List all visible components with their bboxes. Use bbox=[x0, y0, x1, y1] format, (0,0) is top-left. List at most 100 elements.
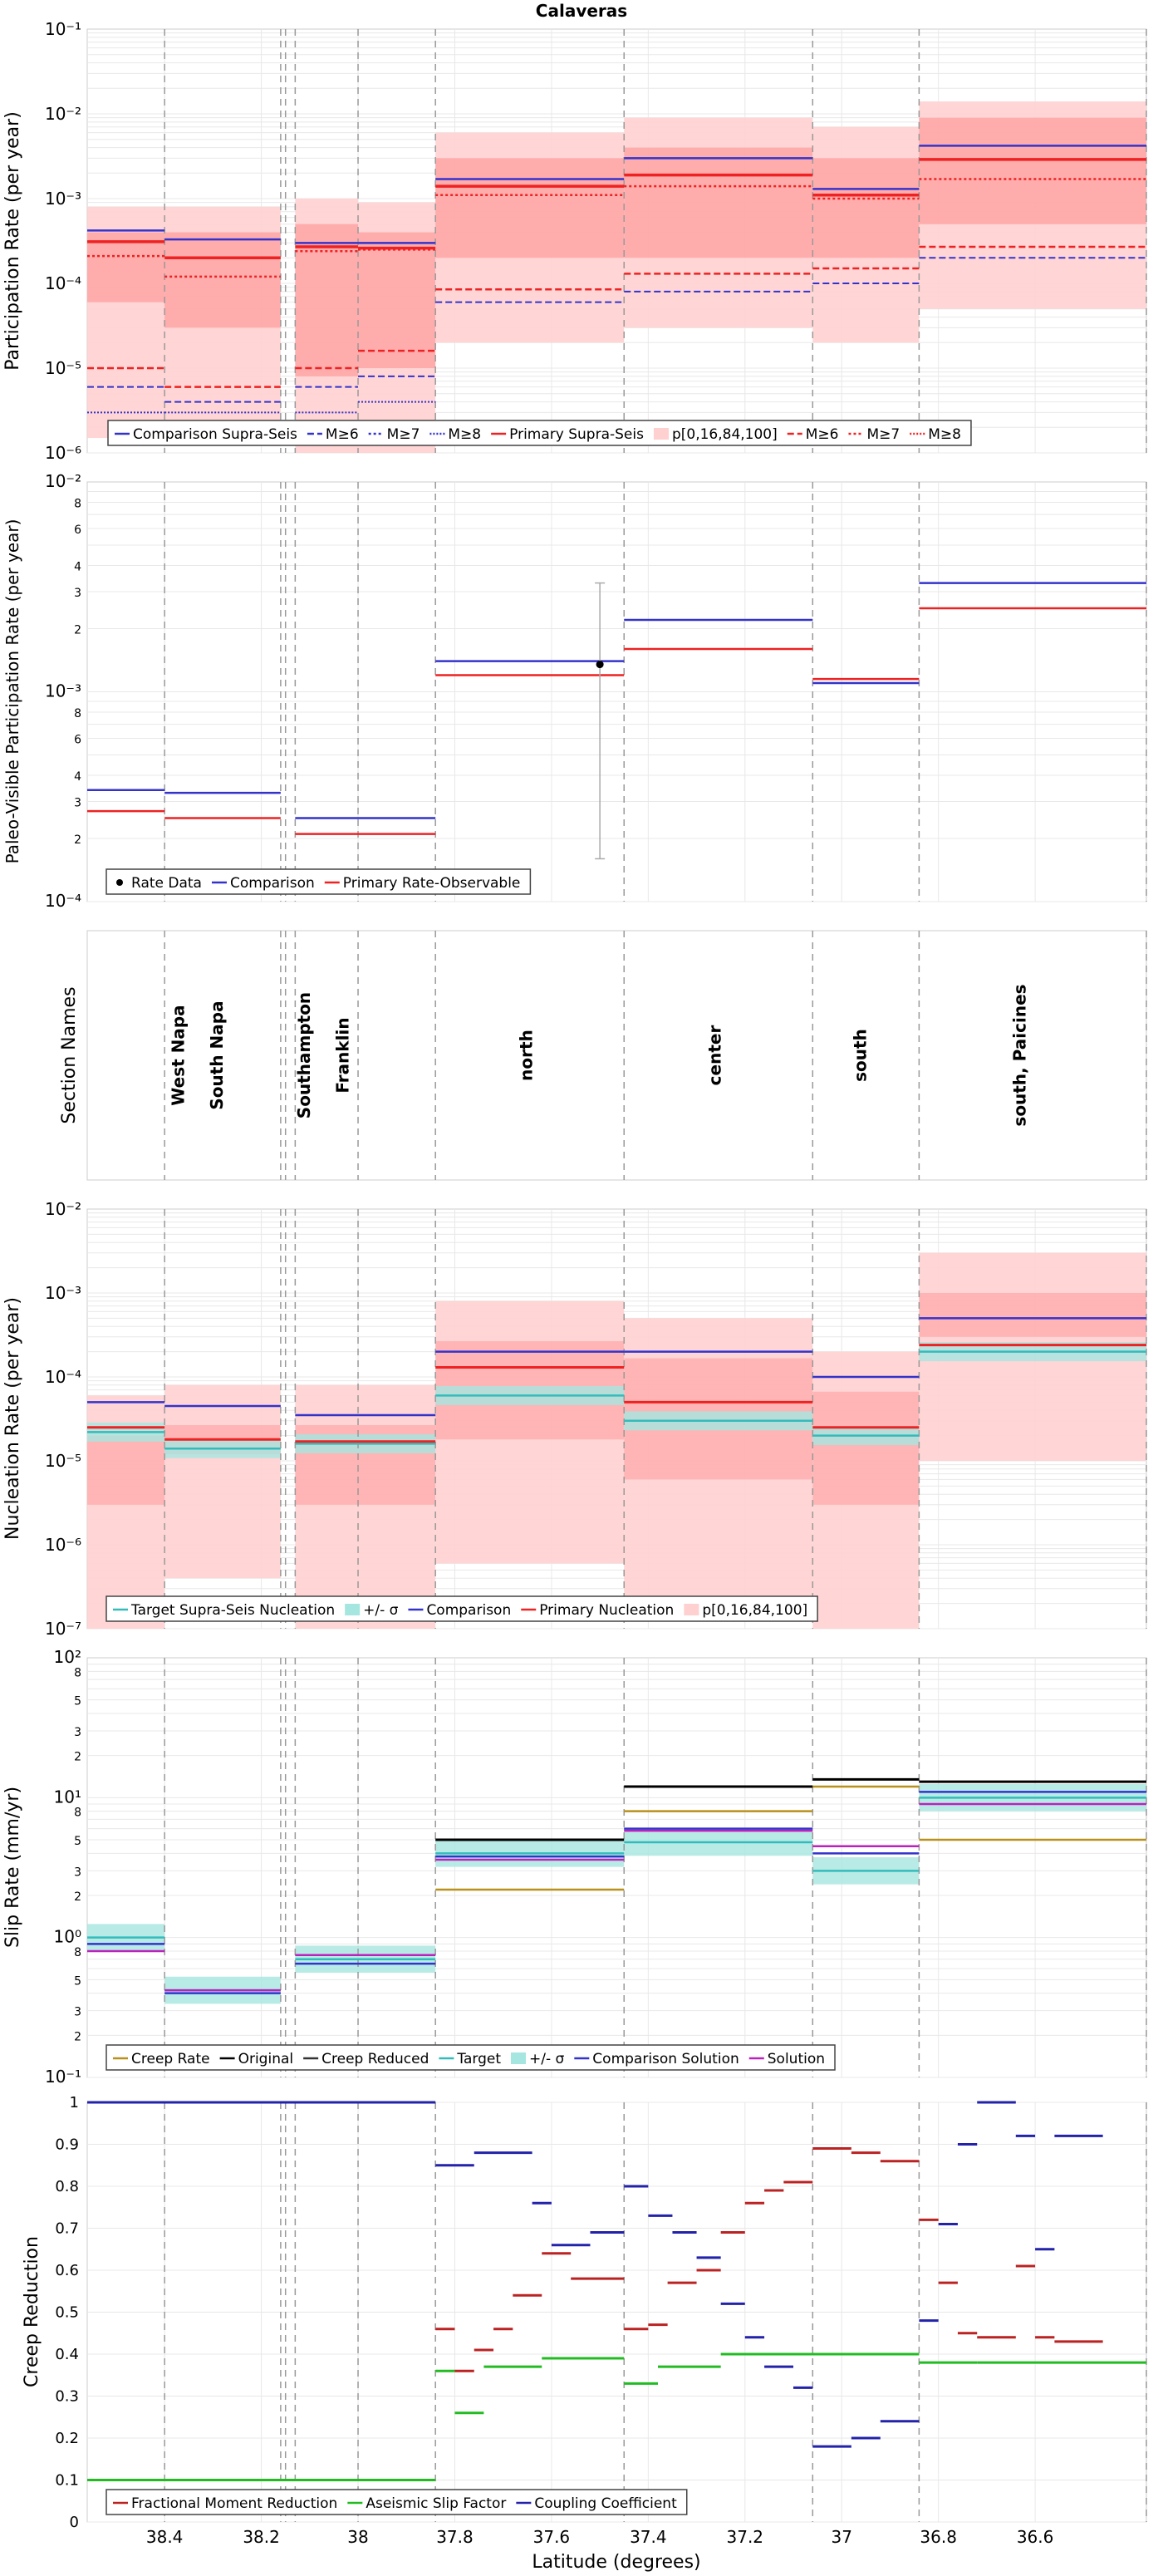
legend-label: M≥8 bbox=[928, 426, 961, 443]
y-tick-label: 4 bbox=[74, 560, 81, 573]
figure-title: Calaveras bbox=[536, 1, 627, 21]
y-tick-label: 3 bbox=[74, 587, 81, 600]
x-tick-label: 38.2 bbox=[243, 2527, 280, 2547]
y-tick-label: 2 bbox=[74, 1751, 81, 1764]
x-tick-label: 37.6 bbox=[533, 2527, 571, 2547]
legend-label: Comparison Solution bbox=[592, 2051, 739, 2067]
legend-box bbox=[106, 2489, 688, 2515]
y-tick-label: 10⁻⁴ bbox=[45, 273, 81, 293]
legend-label: Rate Data bbox=[131, 875, 202, 892]
y-tick-label: 10⁻¹ bbox=[45, 2067, 81, 2087]
legend-label: M≥7 bbox=[866, 426, 900, 443]
y-tick-label: 0.5 bbox=[55, 2304, 79, 2322]
participation-band-inner bbox=[812, 158, 920, 258]
y-tick-label: 0 bbox=[70, 2514, 79, 2531]
participation-band-inner bbox=[919, 117, 1146, 224]
y-tick-label: 10⁻⁵ bbox=[45, 358, 81, 378]
section-name-label: north bbox=[517, 1030, 537, 1081]
y-tick-label: 10⁻⁴ bbox=[45, 1367, 81, 1387]
legend-label: +/- σ bbox=[363, 1602, 399, 1619]
panel-frame bbox=[86, 1657, 1147, 2078]
legend-label: Creep Reduced bbox=[321, 2051, 429, 2067]
y-tick-label: 10⁻⁷ bbox=[45, 1619, 81, 1639]
participation-band-inner bbox=[87, 232, 165, 302]
x-tick-label: 36.6 bbox=[1017, 2527, 1054, 2547]
legend-label: Creep Rate bbox=[131, 2051, 210, 2067]
x-tick-label: 37.4 bbox=[630, 2527, 667, 2547]
section-name-label: south bbox=[850, 1029, 870, 1082]
y-tick-label: 10⁻³ bbox=[45, 1283, 81, 1303]
y-tick-label: 10⁻² bbox=[45, 1199, 81, 1219]
legend-label: Original bbox=[238, 2051, 294, 2067]
legend-swatch bbox=[345, 1604, 361, 1615]
y-tick-label: 10⁰ bbox=[54, 1927, 81, 1947]
y-tick-label: 2 bbox=[74, 2030, 81, 2043]
sections-ylabel: Section Names bbox=[59, 986, 80, 1123]
x-axis-label: Latitude (degrees) bbox=[532, 2552, 700, 2573]
y-tick-label: 1 bbox=[70, 2094, 79, 2111]
x-tick-label: 38.4 bbox=[146, 2527, 184, 2547]
x-tick-label: 37.8 bbox=[436, 2527, 474, 2547]
nucleation-band-outer bbox=[295, 1384, 436, 1629]
legend-label: Target Supra-Seis Nucleation bbox=[130, 1602, 335, 1619]
y-tick-label: 3 bbox=[74, 797, 81, 810]
nucleation-band-inner bbox=[87, 1435, 165, 1505]
section-name-label: south, Paicines bbox=[1009, 984, 1029, 1126]
legend-label: M≥8 bbox=[448, 426, 481, 443]
y-tick-label: 10² bbox=[54, 1647, 81, 1667]
y-tick-label: 10¹ bbox=[54, 1787, 81, 1807]
legend-label: M≥6 bbox=[326, 426, 359, 443]
paleo-visible-rate-panel: Paleo-Visible Participation Rate (per ye… bbox=[2, 471, 1147, 911]
section-name-label: center bbox=[705, 1025, 725, 1086]
legend-label: +/- σ bbox=[529, 2051, 565, 2067]
y-tick-label: 8 bbox=[74, 497, 81, 510]
y-tick-label: 10⁻³ bbox=[45, 681, 81, 701]
y-tick-label: 4 bbox=[74, 770, 81, 784]
y-tick-label: 8 bbox=[74, 1946, 81, 1959]
x-tick-label: 36.8 bbox=[920, 2527, 957, 2547]
x-tick-label: 37.2 bbox=[727, 2527, 764, 2547]
legend-box bbox=[106, 868, 532, 895]
x-axis: 38.4 38.2 38 37.8 37.6 37.4 37.2 37 36.8 36.6 bbox=[146, 2527, 1053, 2547]
y-tick-label: 0.7 bbox=[55, 2220, 79, 2238]
legend-label: Target bbox=[456, 2051, 501, 2067]
y-tick-label: 10⁻⁴ bbox=[45, 891, 81, 911]
participation-band-inner bbox=[624, 147, 813, 258]
legend-label: Comparison Supra-Seis bbox=[133, 426, 297, 443]
participation-band-inner bbox=[295, 224, 359, 376]
y-tick-label: 0.2 bbox=[55, 2430, 79, 2447]
y-tick-label: 3 bbox=[74, 1726, 81, 1739]
participation-band-inner bbox=[435, 158, 625, 258]
paleo-ylabel: Paleo-Visible Participation Rate (per ye… bbox=[2, 519, 22, 864]
section-name-label: South Napa bbox=[207, 1000, 227, 1109]
section-names-panel: Section Names West Napa South Napa Southam… bbox=[59, 930, 1147, 1181]
y-tick-label: 10⁻² bbox=[45, 471, 81, 491]
nucleation-band-inner bbox=[812, 1391, 920, 1505]
legend-label: Coupling Coefficient bbox=[534, 2495, 677, 2512]
y-tick-label: 2 bbox=[74, 1890, 81, 1904]
participation-band-inner bbox=[358, 232, 436, 368]
y-tick-label: 3 bbox=[74, 2006, 81, 2019]
y-tick-label: 5 bbox=[74, 1974, 81, 1988]
section-name-label: Southampton bbox=[294, 992, 314, 1118]
legend-box bbox=[106, 1595, 818, 1622]
legend-label: Primary Nucleation bbox=[539, 1602, 674, 1619]
x-tick-label: 37 bbox=[831, 2527, 851, 2547]
legend-label: Primary Rate-Observable bbox=[343, 875, 521, 892]
y-tick-label: 0.3 bbox=[55, 2388, 79, 2406]
y-tick-label: 5 bbox=[74, 1695, 81, 1708]
legend-swatch bbox=[653, 428, 669, 440]
y-tick-label: 10⁻⁵ bbox=[45, 1451, 81, 1471]
y-tick-label: 10⁻¹ bbox=[45, 19, 81, 39]
section-name-label: Franklin bbox=[332, 1017, 352, 1093]
y-tick-label: 0.8 bbox=[55, 2178, 79, 2195]
y-tick-label: 0.9 bbox=[55, 2136, 79, 2154]
y-tick-label: 6 bbox=[74, 734, 81, 747]
legend-label: Fractional Moment Reduction bbox=[131, 2495, 337, 2512]
y-tick-label: 3 bbox=[74, 1866, 81, 1879]
legend-label: Aseismic Slip Factor bbox=[366, 2495, 506, 2512]
legend-box bbox=[107, 420, 972, 446]
nucleation-ylabel: Nucleation Rate (per year) bbox=[2, 1297, 23, 1540]
y-tick-label: 10⁻³ bbox=[45, 189, 81, 209]
